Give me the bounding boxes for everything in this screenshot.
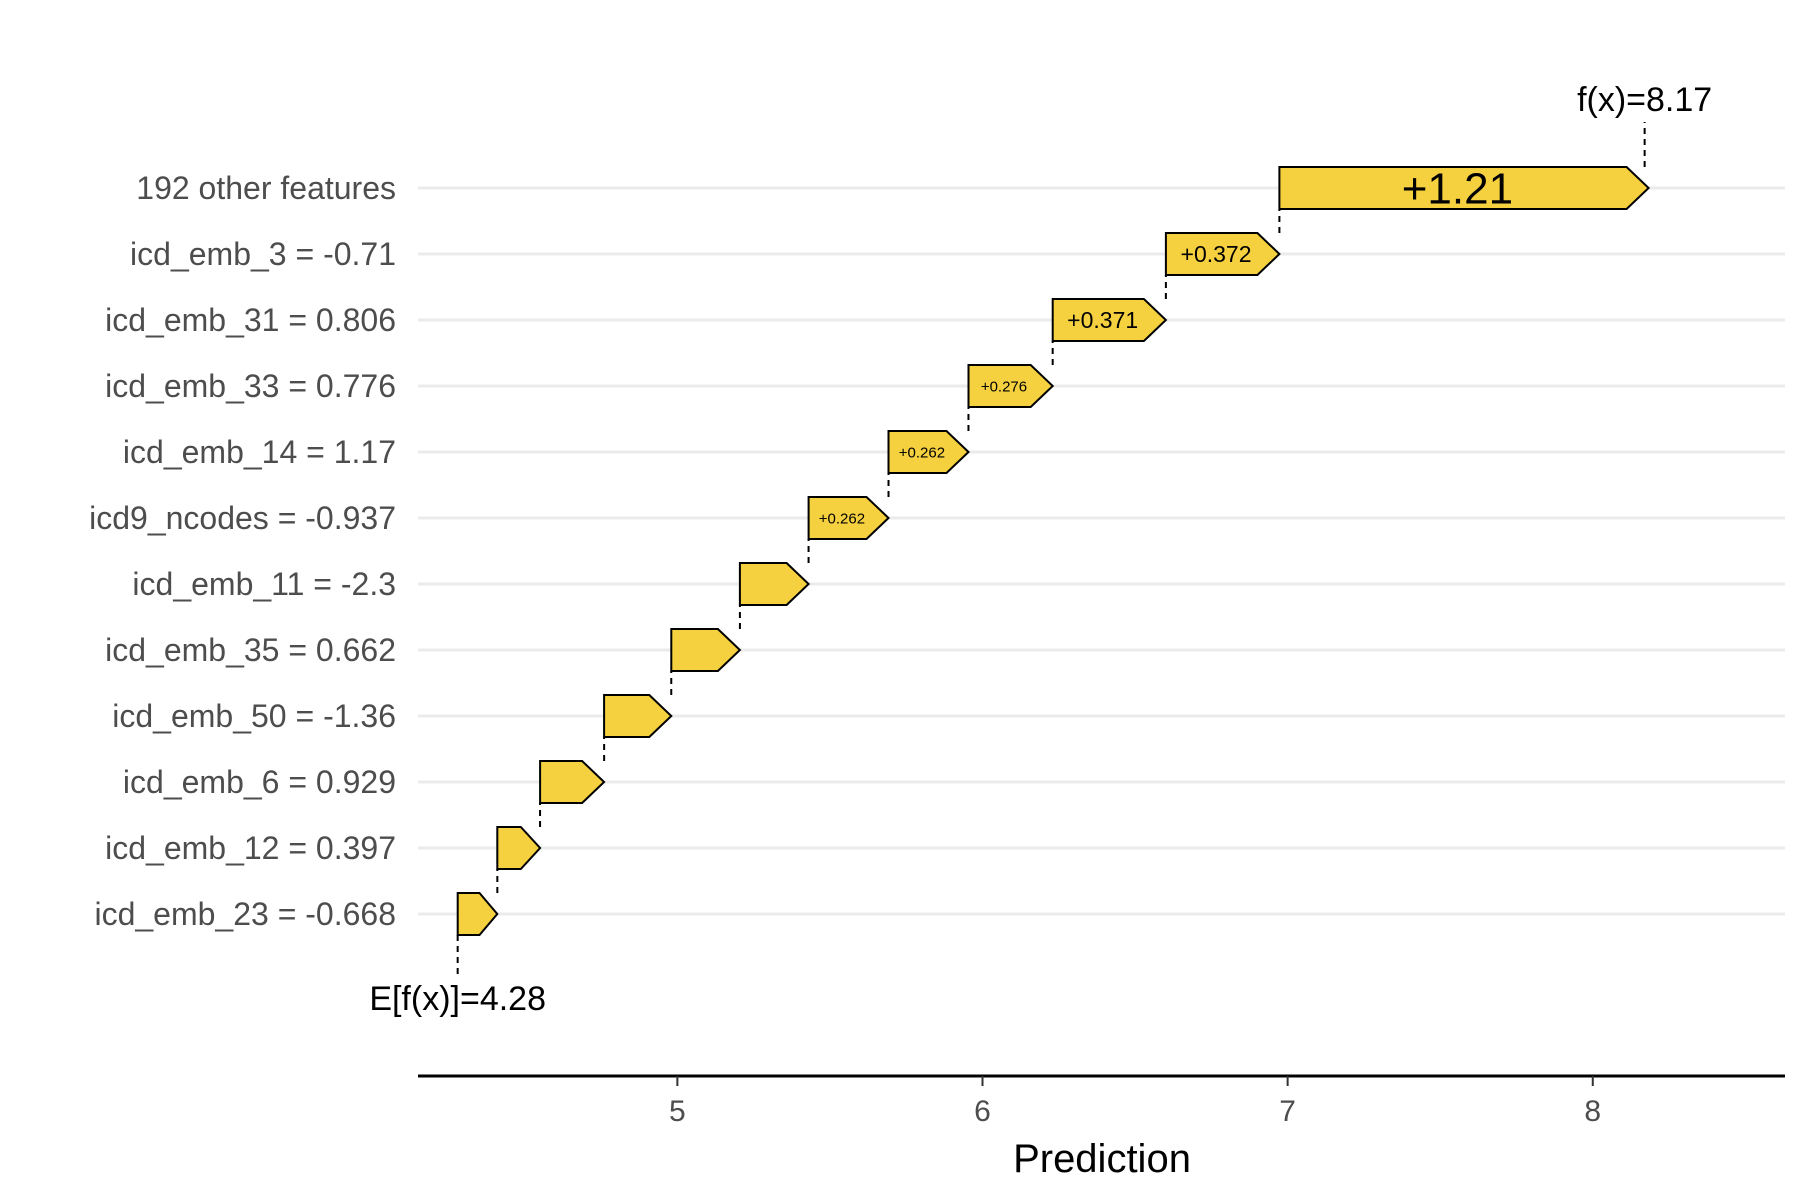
feature-label: icd9_ncodes = -0.937: [89, 500, 396, 536]
feature-label: icd_emb_3 = -0.71: [130, 236, 396, 272]
contribution-bar: [496, 826, 542, 870]
contribution-bar: [670, 628, 742, 672]
x-ticks: 5 6 7 8: [669, 1076, 1601, 1128]
feature-label: icd_emb_11 = -2.3: [132, 566, 396, 602]
bars: +1.21 +0.372 +0.371 +0.276 +0.262 +0.262: [456, 164, 1651, 936]
feature-label: icd_emb_31 = 0.806: [105, 302, 396, 338]
feature-label: icd_emb_33 = 0.776: [105, 368, 396, 404]
x-tick-label: 7: [1279, 1095, 1296, 1128]
bar-value-label: +1.21: [1402, 164, 1513, 213]
bar-value-label: +0.262: [819, 510, 865, 527]
bar-value-label: +0.372: [1181, 241, 1252, 267]
x-tick-label: 8: [1584, 1095, 1601, 1128]
feature-label: icd_emb_35 = 0.662: [105, 632, 396, 668]
bar-value-label: +0.262: [899, 444, 945, 461]
contribution-bar: [967, 364, 1055, 408]
x-tick-label: 6: [974, 1095, 991, 1128]
feature-label: icd_emb_14 = 1.17: [123, 434, 396, 470]
contribution-bar: [807, 496, 890, 540]
contribution-bar: [1278, 166, 1651, 210]
contribution-bar: [603, 694, 673, 738]
contribution-bar: [539, 760, 606, 804]
final-value-annotation: f(x)=8.17: [1577, 81, 1712, 119]
feature-labels: 192 other features icd_emb_3 = -0.71 icd_e…: [89, 170, 396, 932]
feature-label: icd_emb_50 = -1.36: [112, 698, 396, 734]
feature-label: icd_emb_12 = 0.397: [105, 830, 396, 866]
bar-value-label: +0.371: [1067, 307, 1138, 333]
x-axis-title: Prediction: [1013, 1137, 1191, 1181]
bar-value-label: +0.276: [981, 378, 1027, 395]
contribution-bar: [887, 430, 970, 474]
base-value-annotation: E[f(x)]=4.28: [369, 980, 546, 1018]
gridlines: [418, 186, 1785, 916]
contribution-bar: [1051, 298, 1168, 342]
feature-label: 192 other features: [136, 170, 396, 206]
feature-label: icd_emb_23 = -0.668: [94, 896, 396, 932]
feature-label: icd_emb_6 = 0.929: [123, 764, 396, 800]
connectors: [456, 122, 1646, 978]
contribution-bar: [456, 892, 499, 936]
contribution-bar: [1164, 232, 1281, 276]
contribution-bar: [738, 562, 811, 606]
x-tick-label: 5: [669, 1095, 686, 1128]
